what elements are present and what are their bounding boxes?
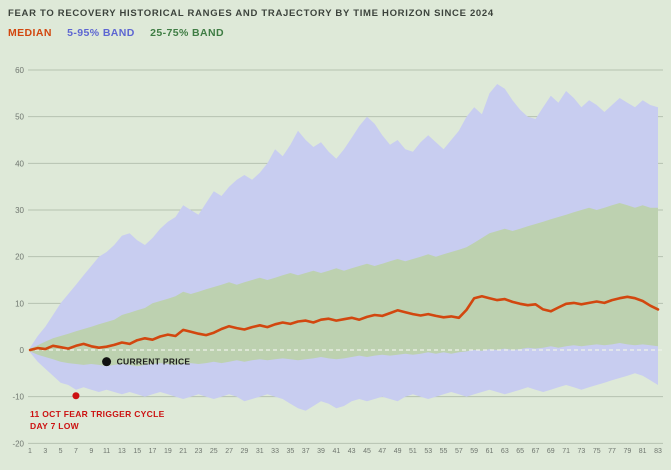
x-tick-label: 1 xyxy=(28,448,32,455)
y-tick-label: 10 xyxy=(15,299,24,308)
x-tick-label: 31 xyxy=(256,448,264,455)
x-tick-label: 65 xyxy=(516,448,524,455)
x-tick-label: 71 xyxy=(562,448,570,455)
x-tick-label: 3 xyxy=(43,448,47,455)
x-tick-label: 69 xyxy=(547,448,555,455)
y-tick-label: 60 xyxy=(15,66,24,75)
y-tick-label: 40 xyxy=(15,159,24,168)
x-tick-label: 41 xyxy=(332,448,340,455)
current-price-dot xyxy=(102,357,112,367)
fear-trigger-low-dot xyxy=(72,392,80,400)
legend-5-95-band: 5-95% BAND xyxy=(67,27,135,39)
y-tick-label: -20 xyxy=(12,439,24,448)
x-tick-label: 77 xyxy=(608,448,616,455)
x-tick-label: 43 xyxy=(348,448,356,455)
x-tick-label: 47 xyxy=(378,448,386,455)
x-tick-label: 79 xyxy=(623,448,631,455)
x-tick-label: 55 xyxy=(440,448,448,455)
x-tick-label: 33 xyxy=(271,448,279,455)
x-tick-label: 49 xyxy=(394,448,402,455)
x-tick-label: 17 xyxy=(149,448,157,455)
fear-trigger-low-label: 11 OCT FEAR TRIGGER CYCLE xyxy=(30,409,165,419)
x-tick-label: 15 xyxy=(133,448,141,455)
legend-median: MEDIAN xyxy=(8,27,52,39)
x-tick-label: 81 xyxy=(639,448,647,455)
fear-trigger-low-label: DAY 7 LOW xyxy=(30,421,80,431)
x-tick-label: 25 xyxy=(210,448,218,455)
x-tick-label: 63 xyxy=(501,448,509,455)
x-tick-label: 45 xyxy=(363,448,371,455)
x-tick-label: 13 xyxy=(118,448,126,455)
x-tick-label: 7 xyxy=(74,448,78,455)
x-tick-label: 39 xyxy=(317,448,325,455)
y-tick-label: 50 xyxy=(15,113,24,122)
y-tick-label: -10 xyxy=(12,393,24,402)
current-price-label: CURRENT PRICE xyxy=(117,357,191,367)
x-tick-label: 37 xyxy=(302,448,310,455)
x-tick-label: 19 xyxy=(164,448,172,455)
x-tick-label: 57 xyxy=(455,448,463,455)
y-tick-label: 30 xyxy=(15,206,24,215)
x-tick-label: 35 xyxy=(286,448,294,455)
x-tick-label: 73 xyxy=(578,448,586,455)
y-tick-label: 0 xyxy=(20,346,25,355)
x-tick-label: 5 xyxy=(59,448,63,455)
x-tick-label: 53 xyxy=(424,448,432,455)
x-tick-label: 67 xyxy=(532,448,540,455)
x-tick-label: 9 xyxy=(89,448,93,455)
x-tick-label: 83 xyxy=(654,448,662,455)
chart-legend: MEDIAN 5-95% BAND 25-75% BAND xyxy=(8,27,236,39)
x-tick-label: 21 xyxy=(179,448,187,455)
x-tick-label: 11 xyxy=(103,448,110,455)
y-tick-label: 20 xyxy=(15,253,24,262)
x-tick-label: 59 xyxy=(470,448,478,455)
x-tick-label: 61 xyxy=(486,448,494,455)
band-25-75-band xyxy=(30,203,658,367)
legend-25-75-band: 25-75% BAND xyxy=(150,27,224,39)
x-tick-label: 23 xyxy=(195,448,203,455)
x-tick-label: 29 xyxy=(241,448,249,455)
x-tick-label: 75 xyxy=(593,448,601,455)
x-tick-label: 51 xyxy=(409,448,417,455)
x-tick-label: 27 xyxy=(225,448,233,455)
median-line xyxy=(28,294,660,352)
chart-title: FEAR TO RECOVERY HISTORICAL RANGES AND T… xyxy=(8,8,494,19)
